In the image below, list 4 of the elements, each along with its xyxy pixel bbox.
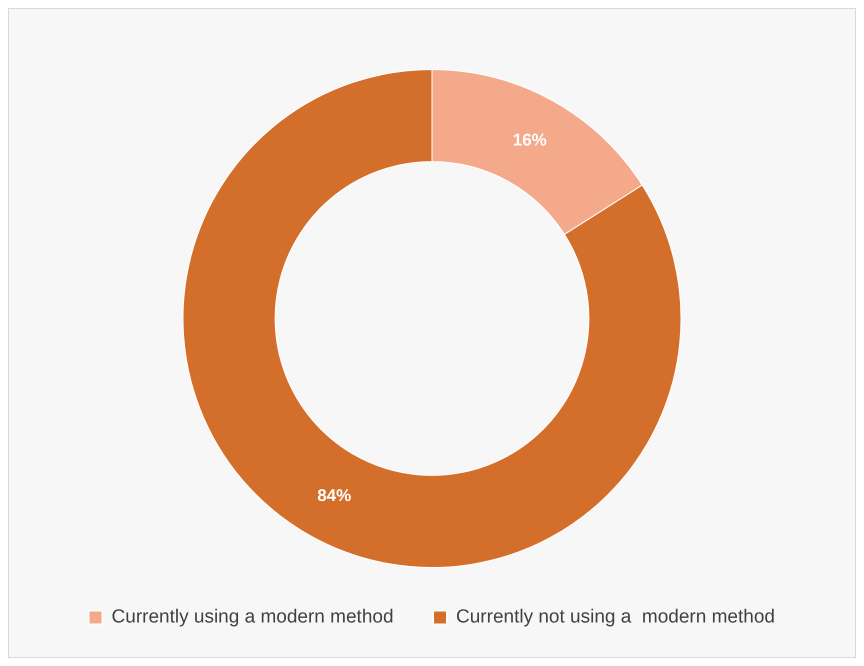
data-label: 16%	[512, 130, 547, 150]
legend-label: Currently using a modern method	[112, 606, 394, 628]
legend-label: Currently not using a modern method	[456, 606, 775, 628]
data-label: 84%	[317, 486, 352, 506]
